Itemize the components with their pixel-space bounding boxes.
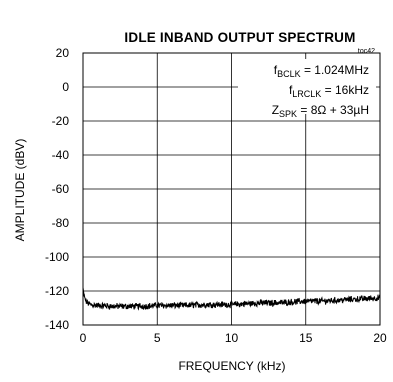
- annotation-line: ZSPK = 8Ω + 33µH: [272, 103, 369, 119]
- y-tick-label: -120: [45, 284, 69, 298]
- chart-title: IDLE INBAND OUTPUT SPECTRUM: [124, 30, 355, 45]
- x-tick-label: 10: [225, 331, 239, 345]
- annotation-line: fBCLK = 1.024MHz: [274, 63, 369, 79]
- y-tick-label: -40: [52, 148, 70, 162]
- x-tick-label: 20: [373, 331, 387, 345]
- x-axis-ticks: 0 5 10 15 20: [80, 331, 387, 345]
- y-axis-ticks: 20 0 -20 -40 -60 -80 -100 -120 -140: [45, 46, 69, 332]
- y-tick-label: -60: [52, 182, 70, 196]
- figure-tag: toc42: [358, 48, 375, 55]
- y-tick-label: 20: [56, 46, 70, 60]
- plot-frame: [82, 52, 381, 326]
- spectrum-series-line: [82, 287, 381, 311]
- series-layer: [82, 287, 381, 311]
- y-axis-label: AMPLITUDE (dBV): [13, 139, 27, 242]
- annotation-box: fBCLK = 1.024MHz fLRCLK = 16kHz ZSPK = 8Ω …: [238, 59, 376, 119]
- x-tick-label: 0: [80, 331, 87, 345]
- y-tick-label: -20: [52, 114, 70, 128]
- x-tick-label: 15: [299, 331, 313, 345]
- x-axis-label: FREQUENCY (kHz): [178, 359, 285, 373]
- x-tick-label: 5: [154, 331, 161, 345]
- y-tick-label: -140: [45, 318, 69, 332]
- y-tick-label: -80: [52, 216, 70, 230]
- y-tick-label: 0: [62, 80, 69, 94]
- annotation-background: [238, 59, 376, 114]
- grid: [83, 53, 380, 325]
- annotation-line: fLRCLK = 16kHz: [289, 83, 369, 99]
- y-tick-label: -100: [45, 250, 69, 264]
